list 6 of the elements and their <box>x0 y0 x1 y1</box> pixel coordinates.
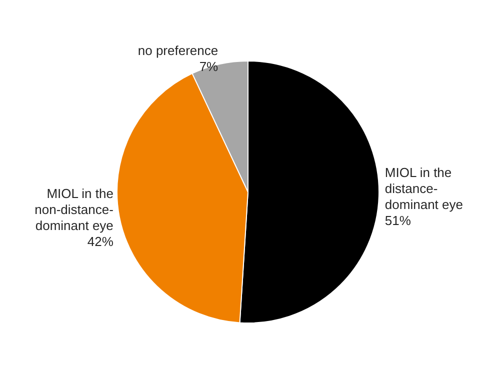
slice-label: no preference <box>138 42 218 58</box>
slice-label: MIOL in the non-distance-dominant eye <box>34 186 114 234</box>
slice-label: MIOL in the distance-dominant eye <box>384 164 463 212</box>
data-label: 7% <box>199 58 219 74</box>
data-label: 42% <box>87 234 114 250</box>
data-label: 51% <box>384 212 412 228</box>
